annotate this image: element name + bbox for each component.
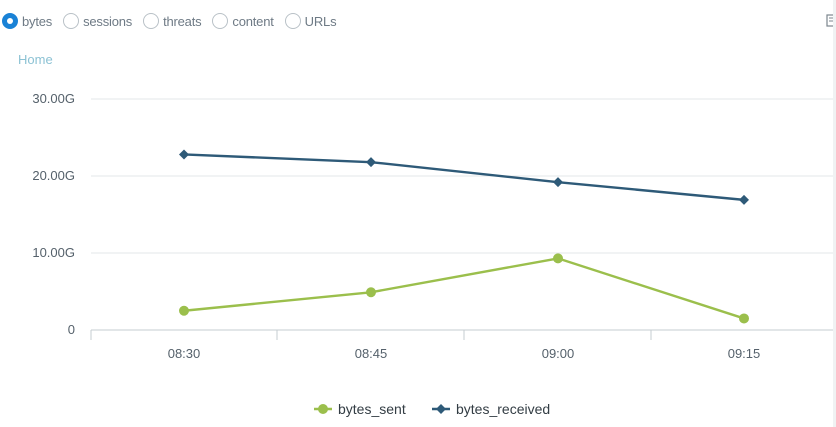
- y-tick-label: 0: [68, 322, 75, 337]
- panel-edge: [833, 0, 836, 427]
- legend-label-bytes_sent: bytes_sent: [338, 401, 406, 417]
- legend-label-bytes_received: bytes_received: [456, 401, 550, 417]
- radio-label-threats[interactable]: threats: [163, 13, 202, 29]
- x-tick-label: 08:30: [168, 346, 201, 361]
- series-line-bytes_received: [183, 153, 745, 202]
- series: [179, 149, 749, 324]
- radio-unselected-icon[interactable]: [212, 13, 229, 29]
- breadcrumb-home[interactable]: Home: [18, 52, 53, 67]
- y-tick-label: 10.00G: [32, 245, 75, 260]
- x-tick-label: 09:15: [728, 346, 761, 361]
- radio-label-urls[interactable]: URLs: [304, 13, 337, 29]
- data-point-bytes_sent: [553, 253, 563, 264]
- radio-sessions[interactable]: sessions: [63, 13, 132, 29]
- data-point-bytes_received: [553, 177, 563, 188]
- metric-radio-group: bytes sessions threats content URLs: [2, 10, 347, 32]
- data-point-bytes_received: [179, 149, 189, 160]
- radio-bytes[interactable]: bytes: [2, 13, 52, 29]
- series-line-bytes_sent: [183, 257, 745, 320]
- x-tick-label: 08:45: [355, 346, 388, 361]
- radio-threats[interactable]: threats: [143, 13, 202, 29]
- data-point-bytes_sent: [739, 313, 749, 324]
- radio-urls[interactable]: URLs: [284, 13, 337, 29]
- legend-marker-bytes_received: [436, 404, 446, 414]
- y-tick-label: 30.00G: [32, 91, 75, 106]
- axes: 0 10.00G 20.00G 30.00G 08:30 08:45 09:00 09:15: [32, 91, 760, 361]
- data-point-bytes_received: [739, 194, 749, 205]
- data-point-bytes_sent: [179, 305, 189, 316]
- radio-unselected-icon[interactable]: [143, 13, 160, 29]
- radio-unselected-icon[interactable]: [63, 13, 80, 29]
- grid-lines: [91, 98, 836, 331]
- radio-label-content[interactable]: content: [232, 13, 274, 29]
- x-tick-label: 09:00: [542, 346, 575, 361]
- radio-unselected-icon[interactable]: [284, 13, 301, 29]
- data-point-bytes_sent: [366, 287, 376, 298]
- data-point-bytes_received: [366, 157, 376, 168]
- radio-selected-icon[interactable]: [2, 13, 18, 29]
- radio-label-bytes[interactable]: bytes: [22, 13, 53, 29]
- radio-label-sessions[interactable]: sessions: [83, 13, 133, 29]
- y-tick-label: 20.00G: [32, 168, 75, 183]
- legend[interactable]: bytes_sent bytes_received: [314, 401, 550, 417]
- legend-marker-bytes_sent: [318, 404, 328, 414]
- radio-content[interactable]: content: [212, 13, 274, 29]
